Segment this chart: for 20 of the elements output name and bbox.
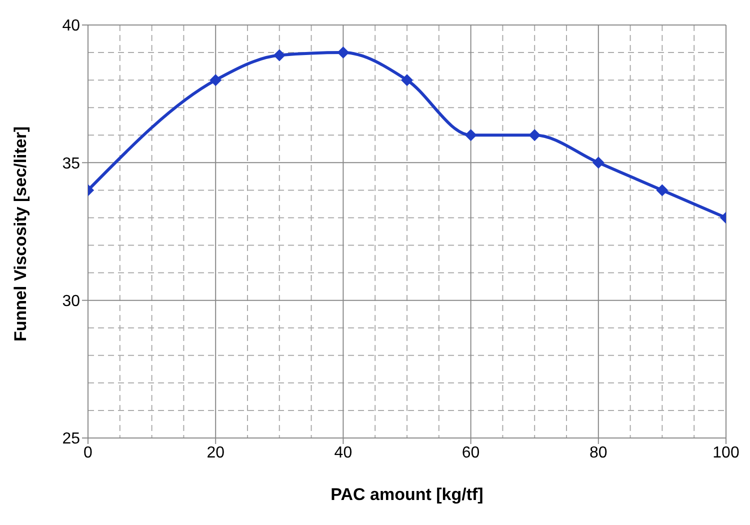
x-tick-label: 60: [462, 444, 480, 462]
x-tick-label: 80: [590, 444, 608, 462]
x-tick-label: 0: [84, 444, 93, 462]
x-tick-label: 40: [334, 444, 352, 462]
y-tick-label: 30: [62, 293, 80, 310]
point: [273, 49, 286, 62]
point: [656, 184, 668, 196]
point: [464, 129, 477, 142]
point: [210, 74, 222, 86]
point: [401, 74, 413, 86]
point: [592, 156, 604, 169]
y-tick-label: 25: [62, 430, 80, 448]
x-axis-title: PAC amount [kg/tf]: [330, 485, 484, 504]
x-tick-label: 20: [206, 444, 225, 462]
y-axis-title: Funnel Viscosity [sec/liter]: [11, 126, 30, 342]
point: [528, 129, 541, 142]
y-tick-label: 35: [62, 155, 80, 172]
y-tick-label: 40: [62, 18, 80, 35]
point: [337, 46, 350, 59]
x-tick-label: 100: [712, 444, 740, 462]
